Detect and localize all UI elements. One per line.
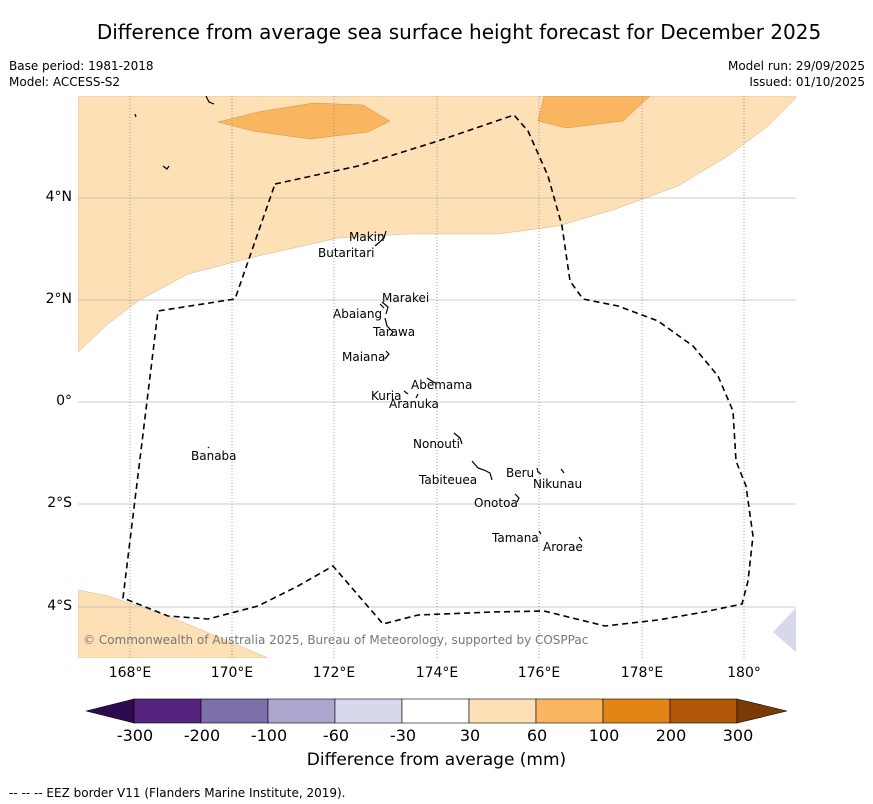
place-butaritari: Butaritari <box>318 246 375 260</box>
colorbar-cell-5 <box>401 698 470 724</box>
base-period: Base period: 1981-2018 <box>9 59 154 73</box>
place-nonouti: Nonouti <box>413 437 460 451</box>
y-tick-2N: 2°N <box>45 291 72 307</box>
place-abaiang: Abaiang <box>333 307 382 321</box>
x-tick-180: 180° <box>727 665 761 681</box>
place-kuria: Kuria <box>371 389 402 403</box>
meta-right: Model run: 29/09/2025 Issued: 01/10/2025 <box>728 58 865 90</box>
y-tick-0: 0° <box>56 393 72 409</box>
cbar-tick-3: -60 <box>322 726 350 745</box>
cbar-tick-2: -100 <box>250 726 288 745</box>
anomaly-region-60-100-b <box>537 96 651 129</box>
eez-note: -- -- -- EEZ border V11 (Flanders Marine… <box>9 786 346 800</box>
x-tick-170E: 170°E <box>210 665 254 681</box>
place-nikunau: Nikunau <box>533 477 582 491</box>
copyright-text: © Commonwealth of Australia 2025, Bureau… <box>83 633 588 647</box>
y-tick-4N: 4°N <box>45 189 72 205</box>
place-tabiteuea: Tabiteuea <box>418 473 477 487</box>
x-tick-178E: 178°E <box>620 665 664 681</box>
colorbar-cell-8 <box>602 698 671 724</box>
anomaly-region-30-60-north <box>78 96 796 353</box>
place-marakei: Marakei <box>382 291 429 305</box>
place-labels: Makin Butaritari Marakei Abaiang Tarawa … <box>191 230 583 554</box>
colorbar-cell-1 <box>133 698 202 724</box>
model-run: Model run: 29/09/2025 <box>727 59 865 73</box>
y-tick-4S: 4°S <box>47 598 72 614</box>
island-outlines <box>134 96 583 542</box>
cbar-tick-8: 200 <box>655 726 687 745</box>
cbar-tick-7: 100 <box>588 726 620 745</box>
cbar-tick-1: -200 <box>183 726 221 745</box>
cbar-tick-0: -300 <box>116 726 154 745</box>
colorbar-cell-2 <box>200 698 269 724</box>
colorbar-cell-4 <box>334 698 403 724</box>
meta-left: Base period: 1981-2018 Model: ACCESS-S2 <box>9 58 154 90</box>
eez-border <box>122 114 754 627</box>
issued-date: Issued: 01/10/2025 <box>749 75 865 89</box>
chart-title: Difference from average sea surface heig… <box>96 20 822 44</box>
place-beru: Beru <box>506 466 534 480</box>
cbar-tick-9: 300 <box>722 726 754 745</box>
place-aranuka: Aranuka <box>389 397 439 411</box>
cbar-tick-4: -30 <box>389 726 417 745</box>
place-tarawa: Tarawa <box>372 325 415 339</box>
colorbar-cell-6 <box>468 698 537 724</box>
x-tick-168E: 168°E <box>108 665 152 681</box>
colorbar-cell-10 <box>736 698 788 724</box>
colorbar <box>86 698 788 724</box>
colorbar-cell-7 <box>535 698 604 724</box>
cbar-tick-6: 60 <box>526 726 548 745</box>
place-maiana: Maiana <box>342 350 385 364</box>
x-tick-176E: 176°E <box>517 665 561 681</box>
place-makin: Makin <box>349 230 385 244</box>
map-panel: Makin Butaritari Marakei Abaiang Tarawa … <box>78 96 796 658</box>
x-tick-172E: 172°E <box>312 665 356 681</box>
y-tick-2S: 2°S <box>47 495 72 511</box>
place-banaba: Banaba <box>191 449 237 463</box>
place-onotoa: Onotoa <box>474 496 518 510</box>
model-name: Model: ACCESS-S2 <box>9 75 121 89</box>
cbar-tick-5: 30 <box>459 726 481 745</box>
colorbar-cell-9 <box>669 698 738 724</box>
colorbar-cell-3 <box>267 698 336 724</box>
meridian-lines <box>129 96 745 658</box>
anomaly-region-minus30-minus60 <box>773 608 796 652</box>
colorbar-cell-0 <box>86 698 135 724</box>
place-abemama: Abemama <box>411 378 472 392</box>
colorbar-label: Difference from average (mm) <box>306 750 567 770</box>
place-tamana: Tamana <box>491 531 539 545</box>
anomaly-region-60-100-a <box>217 102 391 140</box>
place-arorae: Arorae <box>543 540 583 554</box>
x-tick-174E: 174°E <box>415 665 459 681</box>
